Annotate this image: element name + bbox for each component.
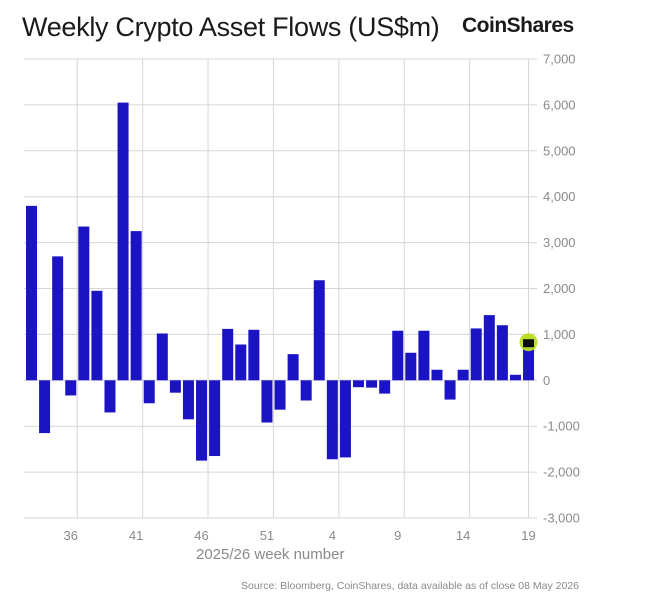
bar [366,380,378,388]
y-tick-label: 6,000 [543,97,576,112]
x-tick-label: 41 [129,528,143,543]
x-tick-label: 9 [394,528,401,543]
bar [313,280,325,381]
y-tick-label: -2,000 [543,465,580,480]
bar [39,380,51,434]
bar [248,329,260,381]
y-tick-label: 1,000 [543,327,576,342]
x-tick-label: 36 [64,528,78,543]
bar [104,380,116,413]
bar [483,315,495,381]
y-tick-label: 2,000 [543,281,576,296]
bar [91,290,103,381]
x-tick-label: 14 [456,528,470,543]
bar [78,226,90,381]
bar [222,328,234,381]
x-tick-label: 51 [260,528,274,543]
x-tick-label: 4 [329,528,336,543]
bar [300,380,312,401]
bar [274,380,286,410]
y-tick-label: 7,000 [543,52,576,67]
bar [169,380,181,393]
y-tick-label: -1,000 [543,419,580,434]
y-tick-label: 0 [543,373,550,388]
coinshares-logo: CoinShares [462,14,574,37]
bar [353,380,364,388]
bar [470,328,482,381]
y-tick-label: 5,000 [543,143,576,158]
source-note: Source: Bloomberg, CoinShares, data avai… [241,580,579,592]
bar [418,330,430,381]
bar [431,369,443,381]
x-axis-label: 2025/26 week number [196,546,345,563]
x-tick-label: 46 [194,528,208,543]
bar [52,256,64,381]
bar [457,369,469,381]
bar [196,380,208,461]
bar [26,205,37,381]
bar [496,325,508,381]
bar [156,333,168,381]
bar [392,330,404,381]
y-tick-label: 3,000 [543,235,576,250]
bar [261,380,273,423]
y-tick-label: 4,000 [543,189,576,204]
y-tick-label: -3,000 [543,511,580,526]
bar [339,380,351,458]
bar [444,380,456,400]
bar [143,380,155,404]
x-tick-label: 19 [521,528,535,543]
bar [130,231,142,381]
bar [65,380,77,396]
bar [182,380,194,420]
bar [209,380,221,457]
bar [117,102,129,381]
bar [405,352,417,381]
bar [287,354,299,381]
latest-week-marker-core [523,339,535,348]
bar-latest [523,342,535,381]
bar [235,344,247,381]
bar [509,374,521,381]
bar [379,380,391,394]
bar [326,380,338,460]
chart-title: Weekly Crypto Asset Flows (US$m) [22,12,440,42]
